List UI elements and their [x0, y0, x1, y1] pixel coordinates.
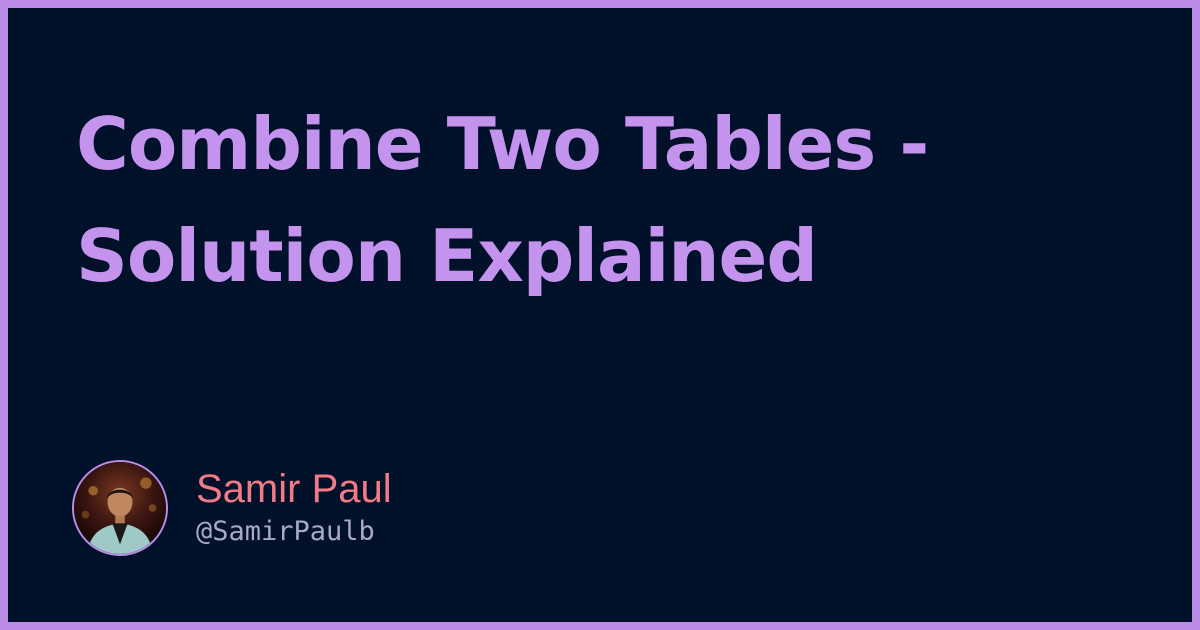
author-info: Samir Paul @SamirPaulb [196, 466, 392, 550]
author-handle: @SamirPaulb [196, 516, 375, 547]
post-title: Combine Two Tables - Solution Explained [76, 102, 929, 298]
author-block: Samir Paul @SamirPaulb [72, 458, 392, 558]
og-card: Combine Two Tables - Solution Explained [8, 8, 1192, 622]
profile-photo-icon [74, 462, 166, 554]
author-name: Samir Paul [196, 467, 392, 511]
author-avatar [72, 460, 168, 556]
